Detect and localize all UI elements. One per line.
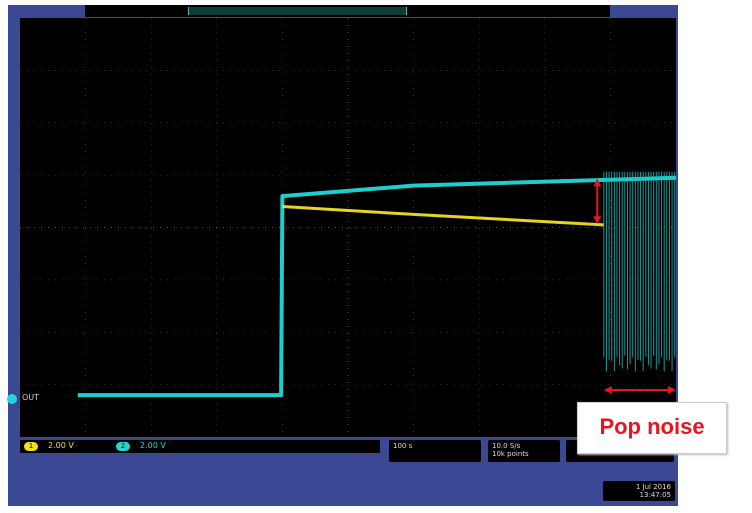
sample-rate: 10.0 S/s bbox=[492, 442, 521, 450]
trace-ch1 bbox=[282, 205, 604, 227]
record-window bbox=[188, 7, 407, 15]
ch2-ground-marker[interactable] bbox=[7, 394, 17, 404]
channel-bar: 1 2.00 V 2 2.00 V bbox=[20, 440, 380, 453]
acquisition-box[interactable]: 10.0 S/s 10k points bbox=[488, 440, 560, 462]
waveform-svg bbox=[20, 18, 676, 437]
ch2-badge[interactable]: 2 bbox=[116, 442, 130, 451]
ch2-scale: 2.00 V bbox=[140, 441, 166, 450]
ch1-badge[interactable]: 1 bbox=[24, 442, 38, 451]
datetime-box: 1 Jul 2016 13:47:05 bbox=[603, 481, 675, 501]
horizontal-scale-box[interactable]: 100 s bbox=[389, 440, 481, 462]
gap-arrow-head-up bbox=[593, 178, 602, 187]
ch1-scale: 2.00 V bbox=[48, 441, 74, 450]
pop-noise-callout: Pop noise bbox=[577, 402, 727, 454]
date: 1 Jul 2016 bbox=[635, 483, 671, 491]
gap-arrow-head-down bbox=[593, 216, 602, 225]
waveform-display bbox=[20, 18, 676, 437]
trace-label: OUT bbox=[22, 393, 40, 402]
noise-span-arrow-left bbox=[603, 386, 612, 394]
horizontal-scale: 100 s bbox=[393, 442, 413, 450]
noise-span-arrow-right bbox=[668, 386, 676, 394]
trace-ch2 bbox=[77, 175, 676, 398]
record-length: 10k points bbox=[492, 450, 529, 458]
record-view-bar bbox=[85, 5, 610, 17]
time: 13:47:05 bbox=[639, 491, 671, 499]
